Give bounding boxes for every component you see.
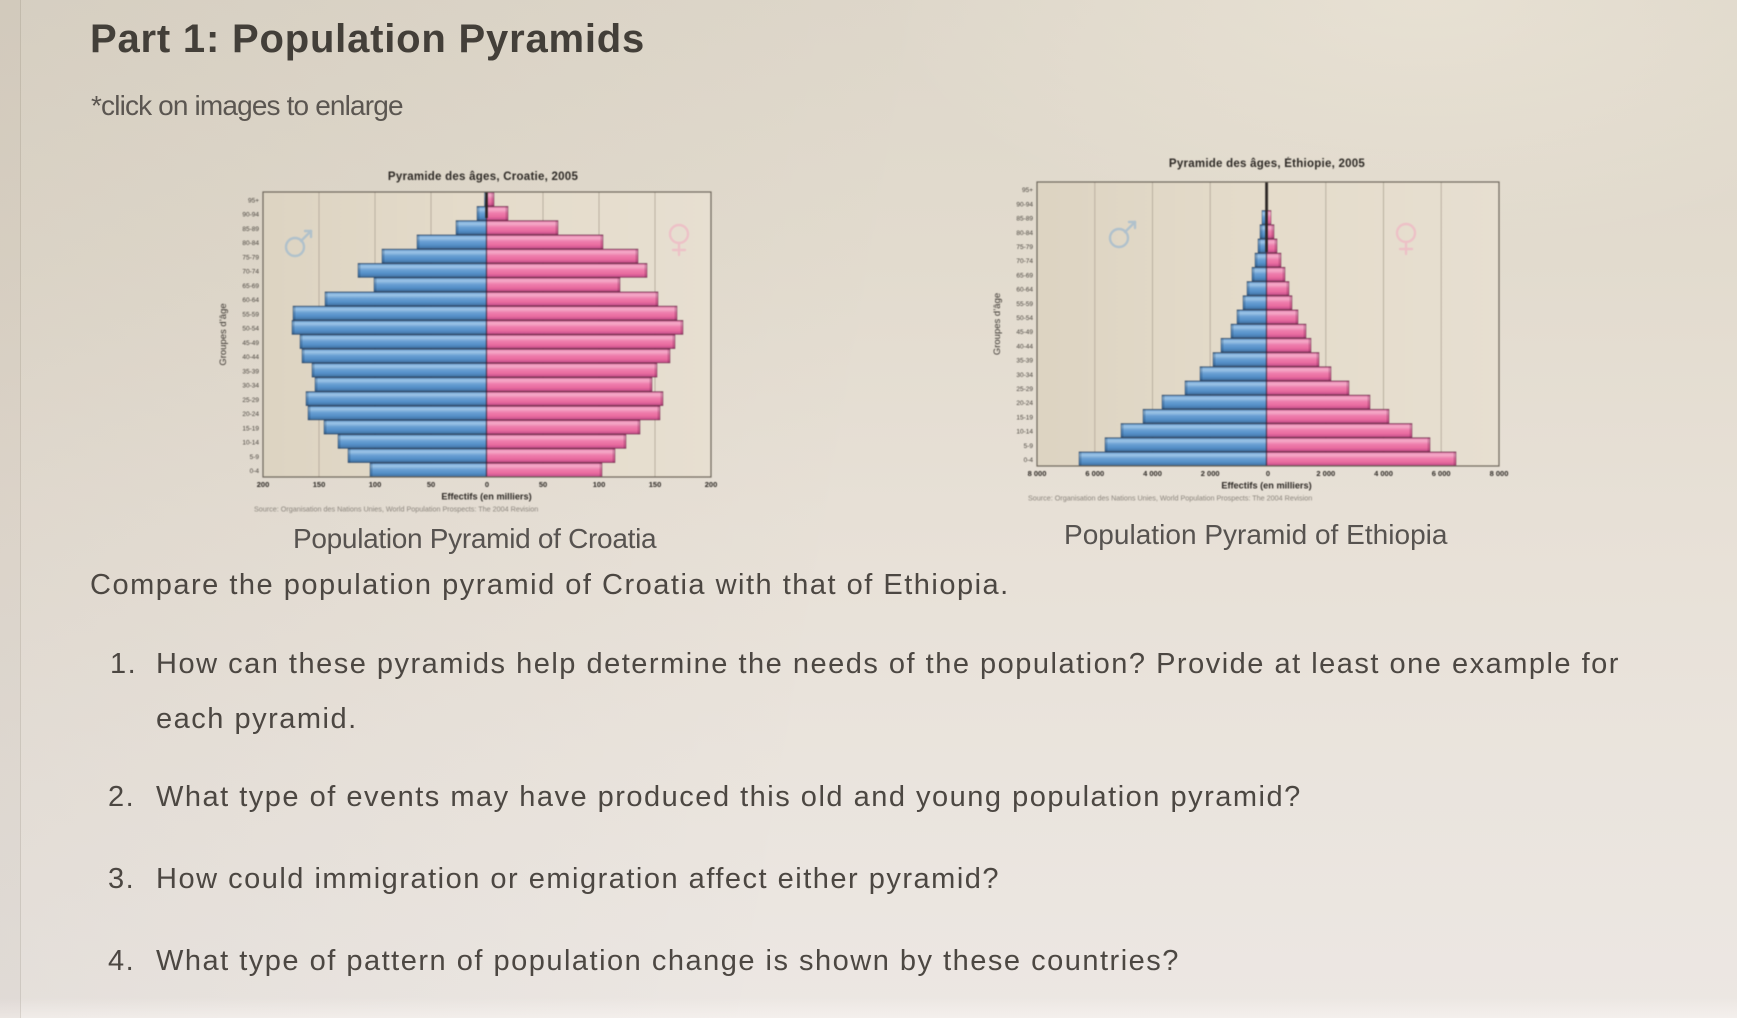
svg-text:80-84: 80-84 bbox=[242, 240, 259, 247]
svg-text:40-44: 40-44 bbox=[1016, 343, 1033, 350]
svg-text:50: 50 bbox=[539, 480, 547, 489]
svg-text:150: 150 bbox=[649, 480, 662, 489]
svg-text:0-4: 0-4 bbox=[1024, 457, 1034, 464]
svg-text:30-34: 30-34 bbox=[1016, 372, 1033, 379]
svg-text:Pyramide des âges, Éthiopie, 2: Pyramide des âges, Éthiopie, 2005 bbox=[1169, 157, 1366, 170]
svg-text:4 000: 4 000 bbox=[1143, 469, 1162, 478]
svg-text:65-69: 65-69 bbox=[242, 283, 259, 290]
svg-text:0-4: 0-4 bbox=[250, 468, 260, 475]
svg-text:55-59: 55-59 bbox=[242, 311, 259, 318]
svg-text:Pyramide des âges, Croatie, 20: Pyramide des âges, Croatie, 2005 bbox=[388, 171, 579, 183]
svg-text:0: 0 bbox=[1266, 469, 1270, 478]
svg-text:50-54: 50-54 bbox=[1016, 315, 1033, 322]
svg-text:6 000: 6 000 bbox=[1432, 469, 1451, 478]
svg-text:Source: Organisation des Natio: Source: Organisation des Nations Unies, … bbox=[1028, 494, 1312, 503]
svg-text:200: 200 bbox=[705, 480, 718, 489]
svg-text:95+: 95+ bbox=[248, 197, 259, 204]
svg-text:35-39: 35-39 bbox=[1016, 358, 1033, 365]
svg-text:200: 200 bbox=[257, 480, 270, 489]
svg-text:85-89: 85-89 bbox=[242, 226, 259, 233]
svg-text:20-24: 20-24 bbox=[1016, 400, 1033, 407]
svg-text:45-49: 45-49 bbox=[242, 340, 259, 347]
svg-text:50: 50 bbox=[427, 480, 435, 489]
svg-text:Source: Organisation des Natio: Source: Organisation des Nations Unies, … bbox=[254, 505, 538, 514]
svg-text:75-79: 75-79 bbox=[1016, 244, 1033, 251]
svg-text:55-59: 55-59 bbox=[1016, 301, 1033, 308]
svg-text:100: 100 bbox=[593, 480, 606, 489]
svg-text:15-19: 15-19 bbox=[1016, 414, 1033, 421]
svg-text:Effectifs (en milliers): Effectifs (en milliers) bbox=[1221, 481, 1311, 491]
svg-text:70-74: 70-74 bbox=[1016, 258, 1033, 265]
svg-text:10-14: 10-14 bbox=[242, 440, 259, 447]
svg-text:60-64: 60-64 bbox=[1016, 287, 1033, 294]
svg-text:4 000: 4 000 bbox=[1374, 469, 1393, 478]
svg-text:5-9: 5-9 bbox=[1024, 443, 1034, 450]
svg-text:95+: 95+ bbox=[1022, 187, 1033, 194]
svg-text:Groupes d’âge: Groupes d’âge bbox=[992, 293, 1003, 355]
svg-text:6 000: 6 000 bbox=[1085, 469, 1104, 478]
svg-text:70-74: 70-74 bbox=[242, 269, 259, 276]
svg-text:35-39: 35-39 bbox=[242, 368, 259, 375]
svg-text:75-79: 75-79 bbox=[242, 254, 259, 261]
svg-text:0: 0 bbox=[485, 480, 489, 489]
svg-text:80-84: 80-84 bbox=[1016, 230, 1033, 237]
svg-text:85-89: 85-89 bbox=[1016, 216, 1033, 223]
svg-text:25-29: 25-29 bbox=[242, 397, 259, 404]
svg-text:20-24: 20-24 bbox=[242, 411, 259, 418]
svg-text:45-49: 45-49 bbox=[1016, 329, 1033, 336]
svg-text:5-9: 5-9 bbox=[250, 454, 260, 461]
svg-text:2 000: 2 000 bbox=[1201, 469, 1220, 478]
svg-text:40-44: 40-44 bbox=[242, 354, 259, 361]
svg-text:15-19: 15-19 bbox=[242, 425, 259, 432]
svg-text:90-94: 90-94 bbox=[1016, 201, 1033, 208]
svg-text:30-34: 30-34 bbox=[242, 383, 259, 390]
svg-text:60-64: 60-64 bbox=[242, 297, 259, 304]
svg-text:150: 150 bbox=[313, 480, 326, 489]
svg-text:25-29: 25-29 bbox=[1016, 386, 1033, 393]
svg-text:8 000: 8 000 bbox=[1490, 469, 1509, 478]
svg-text:90-94: 90-94 bbox=[242, 212, 259, 219]
svg-text:Effectifs (en milliers): Effectifs (en milliers) bbox=[441, 492, 531, 502]
svg-text:65-69: 65-69 bbox=[1016, 272, 1033, 279]
svg-text:10-14: 10-14 bbox=[1016, 429, 1033, 436]
svg-text:2 000: 2 000 bbox=[1316, 469, 1335, 478]
svg-text:Groupes d’âge: Groupes d’âge bbox=[218, 303, 229, 365]
svg-text:50-54: 50-54 bbox=[242, 326, 259, 333]
svg-text:8 000: 8 000 bbox=[1028, 469, 1047, 478]
svg-text:100: 100 bbox=[369, 480, 382, 489]
